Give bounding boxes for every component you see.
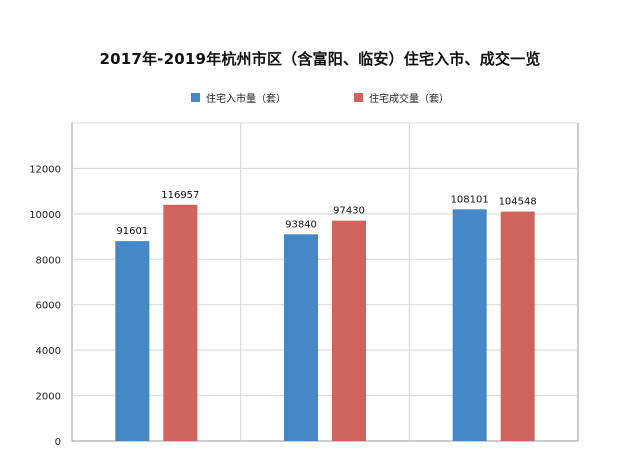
y-tick-label-6: 12000 bbox=[29, 164, 61, 175]
bar-series1-cat2 bbox=[500, 211, 535, 441]
legend-swatch-supply bbox=[191, 93, 200, 102]
bar-series0-cat1 bbox=[284, 234, 318, 441]
legend-swatch-deal bbox=[354, 93, 363, 102]
chart-title: 2017年-2019年杭州市区（含富阳、临安）住宅入市、成交一览 bbox=[99, 50, 541, 68]
chart-legend: 住宅入市量（套） 住宅成交量（套） bbox=[0, 90, 640, 105]
data-label-series1-cat0: 116957 bbox=[161, 190, 199, 201]
bar-series1-cat1 bbox=[332, 220, 366, 441]
legend-item-deal: 住宅成交量（套） bbox=[354, 90, 449, 105]
data-label-series1-cat1: 97430 bbox=[333, 206, 365, 217]
data-label-series1-cat2: 104548 bbox=[499, 197, 537, 208]
y-tick-label-3: 6000 bbox=[36, 301, 61, 312]
bar-series0-cat0 bbox=[115, 241, 150, 441]
y-tick-label-0: 0 bbox=[55, 437, 61, 448]
y-tick-label-4: 8000 bbox=[36, 255, 61, 266]
data-label-series0-cat2: 108101 bbox=[451, 194, 489, 205]
y-tick-label-2: 4000 bbox=[36, 346, 61, 357]
legend-label-supply: 住宅入市量（套） bbox=[206, 94, 286, 105]
data-label-series0-cat1: 93840 bbox=[285, 219, 317, 230]
y-tick-label-5: 10000 bbox=[29, 210, 61, 221]
legend-item-supply: 住宅入市量（套） bbox=[191, 90, 286, 105]
bar-series1-cat0 bbox=[163, 204, 198, 441]
legend-label-deal: 住宅成交量（套） bbox=[369, 94, 449, 105]
data-label-series0-cat0: 91601 bbox=[116, 226, 148, 237]
bar-series0-cat2 bbox=[452, 209, 487, 441]
y-tick-label-1: 2000 bbox=[36, 392, 61, 403]
